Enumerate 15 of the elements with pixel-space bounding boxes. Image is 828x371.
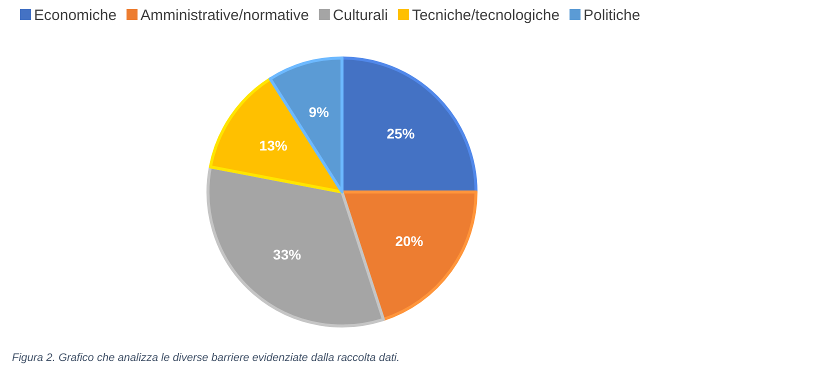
data-label: 13%: [259, 137, 288, 154]
data-label: 9%: [308, 104, 330, 120]
text: Figura 2. Grafico che analizza le diverse barriere evidenziate dalla raccolta dati.: [12, 352, 400, 364]
pie-slice: [340, 190, 478, 321]
data-label: 25%: [386, 125, 416, 142]
legend-label: Politiche: [584, 7, 640, 24]
legend-label: Culturali: [332, 7, 388, 24]
data-label: 33%: [273, 246, 302, 262]
legend-label: Economiche: [34, 7, 117, 24]
legend-label: Tecniche/tecnologiche: [412, 7, 560, 24]
pie-slice: [206, 165, 385, 328]
pie-slice: [340, 56, 478, 194]
pie-slice: [208, 77, 344, 194]
data-label: 20%: [395, 232, 424, 249]
legend-label: Amministrative/normative: [140, 7, 309, 24]
